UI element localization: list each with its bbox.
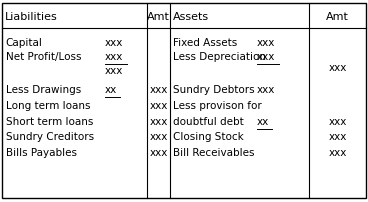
Text: doubtful debt: doubtful debt bbox=[173, 116, 244, 126]
Text: xxx: xxx bbox=[149, 85, 168, 95]
Text: Closing Stock: Closing Stock bbox=[173, 132, 244, 142]
Text: Amt: Amt bbox=[147, 12, 170, 22]
Text: Capital: Capital bbox=[6, 37, 42, 47]
Text: Short term loans: Short term loans bbox=[6, 116, 93, 126]
Text: Bills Payables: Bills Payables bbox=[6, 147, 77, 158]
Text: xxx: xxx bbox=[257, 37, 275, 47]
Text: xxx: xxx bbox=[149, 100, 168, 110]
Text: xxx: xxx bbox=[257, 52, 275, 62]
Text: Fixed Assets: Fixed Assets bbox=[173, 37, 237, 47]
Text: xxx: xxx bbox=[105, 66, 123, 76]
Text: xx: xx bbox=[105, 85, 117, 95]
Text: Assets: Assets bbox=[173, 12, 209, 22]
Text: xxx: xxx bbox=[105, 37, 123, 47]
Text: Net Profit/Loss: Net Profit/Loss bbox=[6, 52, 81, 62]
Text: Less Drawings: Less Drawings bbox=[6, 85, 81, 95]
Text: Less Depreciation: Less Depreciation bbox=[173, 52, 266, 62]
Text: xxx: xxx bbox=[149, 116, 168, 126]
Text: Sundry Debtors: Sundry Debtors bbox=[173, 85, 255, 95]
Text: xxx: xxx bbox=[329, 63, 347, 73]
Text: xxx: xxx bbox=[149, 132, 168, 142]
Text: xxx: xxx bbox=[329, 116, 347, 126]
Text: Less provison for: Less provison for bbox=[173, 100, 262, 110]
Text: Liabilities: Liabilities bbox=[5, 12, 57, 22]
Text: Long term loans: Long term loans bbox=[6, 100, 90, 110]
Text: Amt: Amt bbox=[326, 12, 349, 22]
Text: xx: xx bbox=[257, 116, 269, 126]
Text: Sundry Creditors: Sundry Creditors bbox=[6, 132, 93, 142]
Text: xxx: xxx bbox=[257, 85, 275, 95]
Text: Bill Receivables: Bill Receivables bbox=[173, 147, 254, 158]
Text: xxx: xxx bbox=[105, 52, 123, 62]
Text: xxx: xxx bbox=[329, 132, 347, 142]
Text: xxx: xxx bbox=[329, 147, 347, 158]
Text: xxx: xxx bbox=[149, 147, 168, 158]
